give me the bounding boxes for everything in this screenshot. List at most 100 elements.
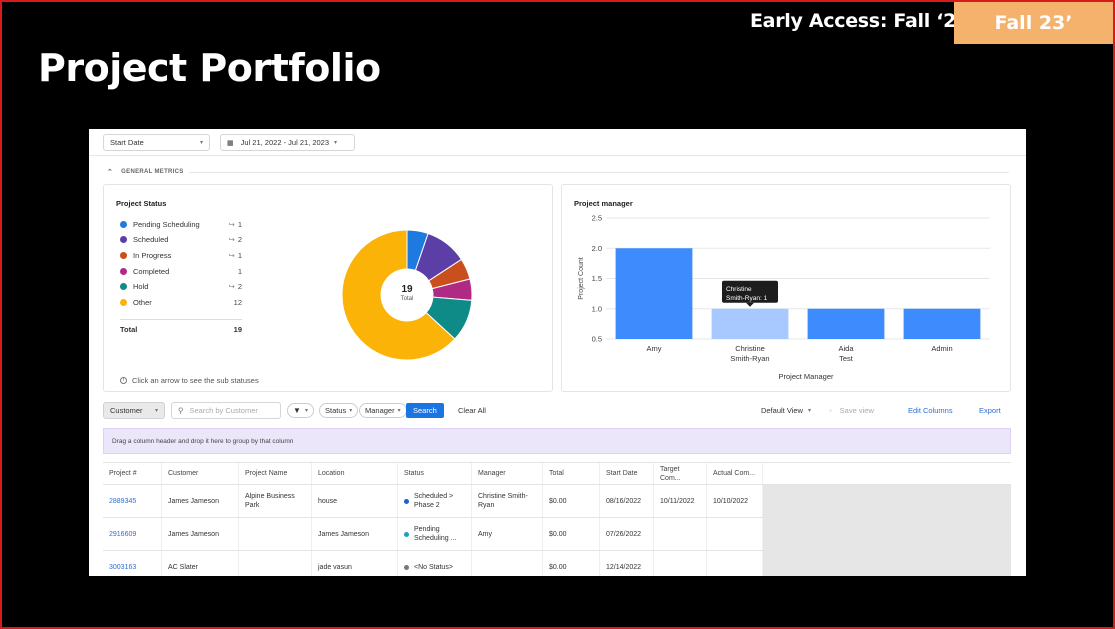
status-label: Pending Scheduling — [133, 219, 200, 229]
column-header[interactable]: Project # — [103, 463, 162, 484]
y-tick-label: 1.5 — [592, 274, 602, 283]
sub-status-arrow-icon[interactable]: ↪ — [228, 235, 235, 245]
column-header[interactable]: Project Name — [239, 463, 312, 484]
column-header[interactable]: Target Com... — [654, 463, 707, 484]
status-count: 1 — [237, 266, 242, 276]
status-text: Scheduled > Phase 2 — [414, 493, 454, 509]
column-header[interactable]: Location — [312, 463, 398, 484]
column-header[interactable]: Status — [398, 463, 472, 484]
table-row[interactable]: 2916609 James Jameson James Jameson Pending… — [103, 518, 1011, 551]
total-value: 19 — [233, 325, 242, 334]
bar-tooltip: Christine Smith-Ryan: 1 — [722, 280, 778, 307]
status-count: 1 — [237, 250, 242, 260]
date-range-picker[interactable]: ▦ Jul 21, 2022 - Jul 21, 2023 ▾ — [220, 134, 355, 151]
customer-search-input[interactable]: ⚲ Search by Customer — [171, 402, 281, 419]
y-tick-label: 2.0 — [592, 244, 602, 253]
default-view-select[interactable]: Default View ▾ — [761, 403, 811, 418]
status-text: <No Status> — [414, 563, 453, 571]
status-label: Other — [133, 298, 152, 307]
manager-cell: Christine Smith-Ryan — [472, 485, 543, 517]
header-filler — [763, 463, 1011, 484]
sub-status-arrow-icon[interactable]: ↪ — [228, 219, 235, 229]
project-number-link[interactable]: 2916609 — [109, 530, 137, 538]
general-metrics-label: GENERAL METRICS — [121, 169, 184, 175]
status-color-dot — [120, 267, 127, 275]
status-legend-item[interactable]: Scheduled ↪ 2 — [120, 234, 242, 246]
manager-cell: Amy — [472, 518, 543, 550]
manager-filter[interactable]: Manager ▾ — [359, 403, 407, 418]
table-row[interactable]: 3003163 AC Slater jade vasun <No Status> $0.… — [103, 551, 1011, 576]
filter-bar: Start Date ▾ ▦ Jul 21, 2022 - Jul 21, 20… — [89, 129, 1026, 156]
manager-cell — [472, 551, 543, 576]
column-header[interactable]: Manager — [472, 463, 543, 484]
status-count: 2 — [237, 235, 242, 245]
date-field-value: Start Date — [110, 138, 144, 147]
project-number-link[interactable]: 2889345 — [109, 497, 137, 505]
target-completion-cell — [654, 551, 707, 576]
status-legend-item[interactable]: In Progress ↪ 1 — [120, 249, 242, 261]
bar[interactable] — [615, 248, 693, 339]
hint-text: Click an arrow to see the sub statuses — [132, 376, 259, 385]
group-by-select[interactable]: Customer ▾ — [103, 402, 165, 419]
donut-total-label: Total — [400, 296, 414, 302]
column-header[interactable]: Total — [543, 463, 600, 484]
bar[interactable] — [711, 308, 789, 339]
status-label: Scheduled — [133, 235, 169, 245]
status-donut-chart — [341, 229, 473, 361]
save-view-button[interactable]: ▫ Save view — [829, 403, 874, 418]
chart-title: Project manager — [574, 199, 633, 208]
table-row[interactable]: 2889345 James Jameson Alpine Business Park… — [103, 485, 1011, 518]
search-button[interactable]: Search — [406, 403, 444, 418]
donut-total-value: 19 — [401, 284, 413, 295]
x-tick-label: Admin — [931, 344, 952, 353]
save-view-label: Save view — [839, 406, 874, 415]
location-cell: jade vasun — [312, 551, 398, 576]
projects-table: Project # Customer Project Name Location… — [103, 462, 1011, 576]
status-legend-item[interactable]: Hold ↪ 2 — [120, 281, 242, 293]
status-total-row: Total 19 — [120, 319, 242, 334]
chevron-down-icon: ▾ — [349, 408, 353, 414]
chevron-down-icon: ▾ — [397, 408, 401, 414]
filter-button[interactable]: ▼ ▾ — [287, 403, 314, 418]
status-count-group: ↪ 1 — [229, 220, 242, 229]
date-field-select[interactable]: Start Date ▾ — [103, 134, 210, 151]
x-tick-label: Amy — [647, 344, 662, 353]
status-count-group: ↪ 2 — [229, 235, 242, 244]
bar[interactable] — [807, 308, 885, 339]
slide-title: Project Portfolio — [38, 46, 381, 90]
status-count-group: ↪ 1 — [229, 251, 242, 260]
column-header[interactable]: Customer — [162, 463, 239, 484]
status-label: Hold — [133, 282, 149, 292]
project-name-cell — [239, 518, 312, 550]
total-label: Total — [120, 325, 138, 334]
group-drop-zone[interactable]: Drag a column header and drop it here to… — [103, 428, 1011, 454]
target-completion-cell: 10/11/2022 — [654, 485, 707, 517]
export-button[interactable]: Export — [979, 406, 1001, 415]
column-header[interactable]: Start Date — [600, 463, 654, 484]
chevron-down-icon: ▾ — [199, 140, 203, 146]
status-cell: Pending Scheduling ... — [398, 518, 472, 550]
actual-completion-cell — [707, 518, 763, 550]
column-header[interactable]: Actual Com... — [707, 463, 763, 484]
bar[interactable] — [903, 308, 981, 339]
general-metrics-toggle[interactable]: ⌃ GENERAL METRICS — [107, 168, 184, 176]
app-screenshot: Start Date ▾ ▦ Jul 21, 2022 - Jul 21, 20… — [89, 129, 1026, 576]
donut-slice[interactable] — [341, 229, 456, 361]
location-cell: James Jameson — [312, 518, 398, 550]
status-legend-item[interactable]: Pending Scheduling ↪ 1 — [120, 218, 242, 230]
status-count-group: ↪ 2 — [229, 282, 242, 291]
status-filter[interactable]: Status ▾ — [319, 403, 359, 418]
status-count-group: 12 — [231, 298, 242, 307]
status-color-dot — [120, 299, 127, 306]
edit-columns-button[interactable]: Edit Columns — [908, 406, 953, 415]
sub-status-arrow-icon[interactable]: ↪ — [228, 282, 235, 292]
clear-all-button[interactable]: Clear All — [458, 406, 486, 415]
x-tick-label: Christine — [735, 344, 765, 353]
customer-cell: James Jameson — [162, 485, 239, 517]
project-number-link[interactable]: 3003163 — [109, 563, 137, 571]
project-status-card: Project Status Pending Scheduling ↪ 1 Sched… — [103, 184, 553, 392]
status-cell: Scheduled > Phase 2 — [398, 485, 472, 517]
status-count-group: 1 — [235, 267, 242, 276]
sub-status-arrow-icon[interactable]: ↪ — [228, 250, 235, 260]
